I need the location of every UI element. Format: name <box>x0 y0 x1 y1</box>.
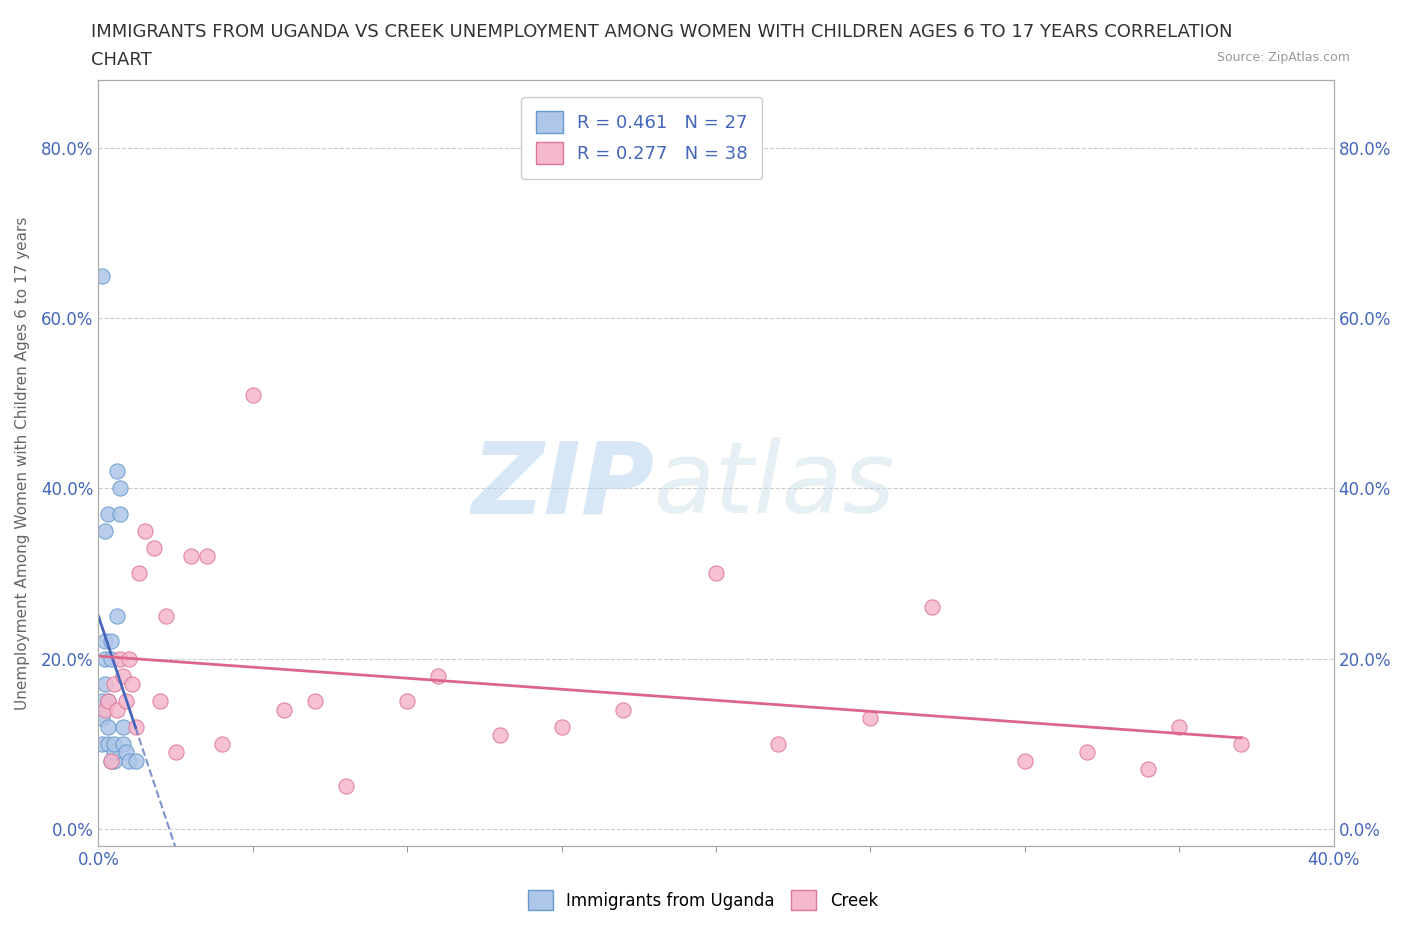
Point <box>103 753 125 768</box>
Point <box>118 753 141 768</box>
Point <box>612 702 634 717</box>
Point <box>124 719 146 734</box>
Point <box>304 694 326 709</box>
Point <box>105 464 128 479</box>
Point <box>396 694 419 709</box>
Point <box>93 677 115 692</box>
Point <box>105 608 128 623</box>
Point <box>97 719 120 734</box>
Point <box>128 566 150 581</box>
Point <box>149 694 172 709</box>
Point <box>118 651 141 666</box>
Point <box>93 702 115 717</box>
Point <box>1230 737 1253 751</box>
Point <box>100 651 122 666</box>
Point <box>143 540 166 555</box>
Point <box>242 388 264 403</box>
Point <box>100 753 122 768</box>
Point <box>211 737 233 751</box>
Text: ZIP: ZIP <box>471 437 654 535</box>
Point <box>105 702 128 717</box>
Text: CHART: CHART <box>91 51 152 69</box>
Point <box>180 549 202 564</box>
Point <box>859 711 882 725</box>
Point <box>103 737 125 751</box>
Point <box>93 634 115 649</box>
Point <box>108 651 131 666</box>
Point <box>335 778 357 793</box>
Point <box>121 677 143 692</box>
Point <box>489 727 512 742</box>
Legend: R = 0.461   N = 27, R = 0.277   N = 38: R = 0.461 N = 27, R = 0.277 N = 38 <box>522 97 762 179</box>
Text: Source: ZipAtlas.com: Source: ZipAtlas.com <box>1216 51 1350 64</box>
Text: IMMIGRANTS FROM UGANDA VS CREEK UNEMPLOYMENT AMONG WOMEN WITH CHILDREN AGES 6 TO: IMMIGRANTS FROM UGANDA VS CREEK UNEMPLOY… <box>91 23 1233 41</box>
Point <box>108 481 131 496</box>
Point <box>115 745 138 760</box>
Point <box>93 524 115 538</box>
Point <box>427 668 450 683</box>
Point <box>90 694 112 709</box>
Point <box>766 737 789 751</box>
Point <box>134 524 156 538</box>
Point <box>273 702 295 717</box>
Point <box>921 600 943 615</box>
Point <box>97 737 120 751</box>
Point <box>112 737 135 751</box>
Point <box>90 737 112 751</box>
Legend: Immigrants from Uganda, Creek: Immigrants from Uganda, Creek <box>522 884 884 917</box>
Point <box>97 507 120 522</box>
Point <box>1014 753 1036 768</box>
Point <box>112 719 135 734</box>
Point <box>155 608 177 623</box>
Text: atlas: atlas <box>654 437 896 535</box>
Point <box>103 745 125 760</box>
Point <box>93 651 115 666</box>
Y-axis label: Unemployment Among Women with Children Ages 6 to 17 years: Unemployment Among Women with Children A… <box>15 216 30 710</box>
Point <box>1168 719 1191 734</box>
Point <box>100 634 122 649</box>
Point <box>1076 745 1098 760</box>
Point <box>97 694 120 709</box>
Point <box>550 719 572 734</box>
Point <box>108 507 131 522</box>
Point <box>100 753 122 768</box>
Point <box>1137 762 1160 777</box>
Point <box>112 668 135 683</box>
Point <box>704 566 727 581</box>
Point <box>165 745 187 760</box>
Point <box>90 268 112 283</box>
Point <box>103 677 125 692</box>
Point <box>97 694 120 709</box>
Point <box>115 694 138 709</box>
Point <box>195 549 218 564</box>
Point <box>124 753 146 768</box>
Point <box>90 711 112 725</box>
